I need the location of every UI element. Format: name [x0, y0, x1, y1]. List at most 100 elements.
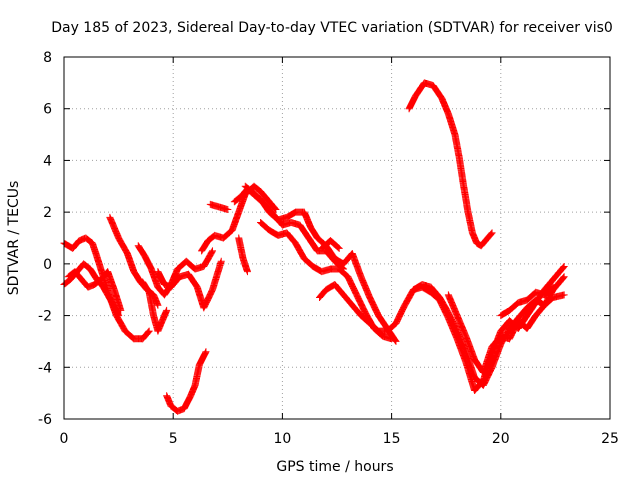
series-marker-trail — [460, 184, 472, 215]
series-track-o — [318, 237, 343, 252]
series-marker-trail — [72, 269, 85, 282]
data-point — [488, 229, 496, 237]
series-marker-trail — [349, 251, 365, 280]
series-marker-trail — [406, 93, 419, 112]
series-marker-trail — [478, 237, 489, 249]
data-point — [145, 327, 153, 335]
series-track-f — [139, 278, 171, 335]
series-marker-trail — [111, 287, 124, 313]
data-point — [117, 306, 125, 314]
series-marker-trail — [235, 235, 247, 261]
data-point — [217, 257, 225, 265]
series-marker-trail — [109, 300, 122, 319]
data-point — [392, 337, 400, 345]
series-marker-trail — [115, 235, 131, 256]
series-marker-trail — [100, 284, 115, 306]
series-marker-trail — [145, 290, 157, 318]
axis-ticks: 0 5 10 15 20 25 -6 -4 -2 0 2 4 6 8 — [38, 50, 619, 447]
series-marker-trail — [240, 256, 251, 274]
chart-title: Day 185 of 2023, Sidereal Day-to-day VTE… — [51, 20, 613, 36]
series-marker-trail — [257, 188, 270, 202]
series-marker-trail — [242, 183, 255, 195]
series-track-s — [497, 283, 557, 320]
series-marker-trail — [198, 238, 211, 254]
data-point — [202, 348, 210, 356]
series-track-t — [405, 79, 496, 250]
series-marker-trail — [305, 235, 321, 254]
series-marker-trail — [533, 302, 548, 319]
y-axis-label: SDTVAR / TECUs — [6, 181, 22, 296]
series-marker-trail — [375, 313, 391, 332]
series-marker-trail — [358, 274, 373, 300]
grid-lines — [64, 57, 610, 419]
series-marker-trail — [498, 307, 513, 319]
series-marker-trail — [141, 253, 155, 272]
series-marker-trail — [489, 333, 504, 350]
series-marker-trail — [297, 222, 312, 241]
series-marker-trail — [464, 209, 476, 236]
series-marker-trail — [412, 80, 428, 99]
series-marker-trail — [524, 300, 539, 319]
series-marker-trail — [367, 320, 382, 334]
series-marker-trail — [340, 292, 356, 308]
series-marker-trail — [366, 295, 382, 318]
series-marker-trail — [462, 333, 478, 362]
series-marker-trail — [249, 188, 264, 202]
y-tick-label: 6 — [43, 102, 52, 118]
series-marker-trail — [506, 318, 522, 342]
data-series — [60, 79, 568, 415]
series-marker-trail — [344, 274, 360, 298]
series-marker-trail — [541, 287, 557, 308]
y-tick-label: 2 — [43, 205, 52, 221]
series-marker-trail — [181, 393, 194, 412]
x-tick-label: 0 — [60, 431, 69, 447]
series-marker-trail — [257, 219, 272, 233]
data-point — [560, 291, 568, 299]
series-marker-trail — [353, 292, 369, 316]
series-marker-trail — [384, 320, 399, 334]
series-marker-trail — [92, 276, 104, 288]
series-marker-trail — [454, 313, 469, 339]
series-marker-trail — [251, 183, 264, 195]
series-marker-trail — [332, 281, 347, 298]
series-marker-trail — [301, 209, 314, 231]
series-marker-trail — [229, 209, 242, 233]
series-marker-trail — [89, 240, 100, 259]
series-marker-trail — [196, 349, 209, 368]
series-marker-trail — [438, 95, 452, 117]
data-point — [224, 206, 232, 214]
series-track-c — [64, 268, 125, 314]
series-track-k — [230, 185, 348, 273]
series-marker-trail — [482, 230, 495, 244]
data-point — [154, 301, 162, 309]
data-point — [560, 273, 568, 281]
series-marker-trail — [506, 299, 521, 314]
y-tick-label: 8 — [43, 50, 52, 66]
series-marker-trail — [454, 336, 469, 365]
series-marker-trail — [336, 266, 351, 280]
series-marker-trail — [200, 287, 216, 311]
series-marker-trail — [541, 276, 556, 293]
series-marker-trail — [393, 302, 408, 326]
series-marker-trail — [154, 269, 168, 287]
series-marker-trail — [135, 243, 148, 259]
series-marker-trail — [209, 258, 225, 293]
data-point — [560, 262, 568, 270]
series-track-l — [235, 234, 251, 276]
series-marker-trail — [81, 261, 93, 272]
series-marker-trail — [131, 269, 144, 285]
series-track-j — [206, 200, 232, 214]
series-marker-trail — [231, 193, 244, 205]
series-marker-trail — [451, 132, 463, 161]
series-marker-trail — [139, 328, 152, 342]
series-marker-trail — [445, 111, 459, 137]
data-point — [209, 247, 217, 255]
series-marker-trail — [264, 196, 279, 213]
series-track-i — [198, 182, 280, 255]
series-marker-trail — [122, 328, 137, 342]
y-tick-label: -6 — [38, 412, 52, 428]
data-point — [163, 306, 171, 314]
data-point — [115, 312, 123, 320]
series-marker-trail — [301, 256, 316, 270]
